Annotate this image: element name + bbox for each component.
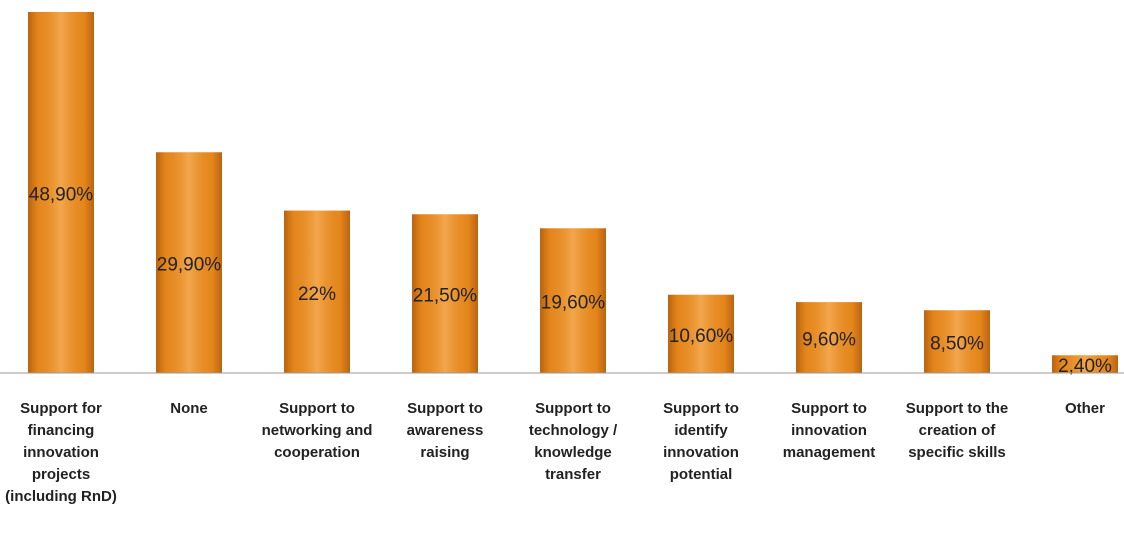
x-tick-label: Other [1064,400,1105,417]
bar-shade [668,294,734,373]
x-tick-label: None [170,400,208,417]
bar-shade [924,310,990,373]
value-label: 29,90% [157,255,222,276]
value-label: 10,60% [669,326,734,347]
value-label: 8,50% [930,334,984,355]
x-tick-label: Support to the creation of specific skil… [905,400,1009,461]
x-tick-label: Support to awareness raising [406,400,484,461]
bar-shade [412,214,478,373]
value-label: 9,60% [802,330,856,351]
x-tick-label: Support to networking and cooperation [261,400,373,461]
bar-shade [1052,355,1118,373]
bar-shade [796,302,862,373]
bar-shade [284,210,350,373]
x-tick-label: Support for financing innovation project… [5,400,117,505]
bar-shade [156,152,222,373]
value-label: 2,40% [1058,356,1112,377]
value-label: 21,50% [413,286,478,307]
value-label: 48,90% [29,185,94,206]
x-tick-label: Support to technology / knowledge transf… [528,400,618,483]
value-label: 19,60% [541,293,606,314]
x-tick-label: Support to identify innovation potential [663,400,739,483]
x-tick-label: Support to innovation management [782,400,876,461]
value-label: 22% [298,284,336,305]
bar-shade [540,228,606,373]
bar-shade [28,12,94,373]
